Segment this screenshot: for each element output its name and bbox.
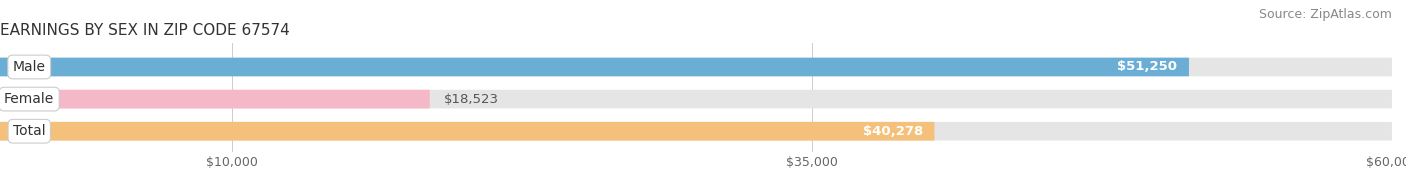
FancyBboxPatch shape: [0, 58, 1392, 76]
Text: Total: Total: [13, 124, 45, 138]
Text: Male: Male: [13, 60, 46, 74]
FancyBboxPatch shape: [0, 122, 1392, 141]
FancyBboxPatch shape: [0, 90, 430, 108]
FancyBboxPatch shape: [0, 122, 935, 141]
Text: $18,523: $18,523: [444, 93, 499, 106]
Text: $51,250: $51,250: [1118, 60, 1177, 74]
Text: Female: Female: [4, 92, 55, 106]
FancyBboxPatch shape: [0, 58, 1189, 76]
FancyBboxPatch shape: [0, 90, 1392, 108]
Text: $40,278: $40,278: [862, 125, 922, 138]
Text: EARNINGS BY SEX IN ZIP CODE 67574: EARNINGS BY SEX IN ZIP CODE 67574: [0, 23, 290, 38]
Text: Source: ZipAtlas.com: Source: ZipAtlas.com: [1258, 8, 1392, 21]
